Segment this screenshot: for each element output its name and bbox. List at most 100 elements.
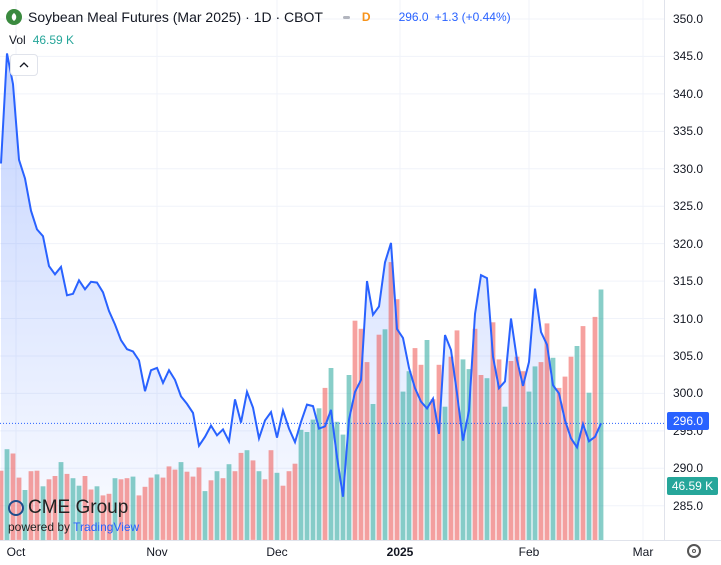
volume-bar <box>274 472 280 540</box>
volume-bar <box>10 453 16 540</box>
volume-bar <box>64 473 70 540</box>
volume-bar <box>4 449 10 540</box>
price-tick-label: 340.0 <box>673 86 704 101</box>
volume-bar <box>214 471 220 540</box>
volume-bar <box>190 476 196 540</box>
time-tick-label: Nov <box>146 545 168 559</box>
tradingview-label: TradingView <box>73 520 140 534</box>
volume-bar <box>556 387 562 540</box>
volume-bar <box>508 361 514 540</box>
branding[interactable]: CME Group powered by TradingView <box>8 497 139 534</box>
volume-bar <box>286 471 292 540</box>
powered-by: powered by TradingView <box>8 520 139 534</box>
volume-bar <box>76 485 82 540</box>
volume-bar <box>502 406 508 540</box>
price-tick-label: 285.0 <box>673 498 704 513</box>
volume-bar <box>406 371 412 540</box>
volume-bar <box>172 469 178 540</box>
volume-bar <box>106 493 112 540</box>
volume-bar <box>352 320 358 540</box>
header-price: 296.0 <box>398 10 429 24</box>
volume-bar <box>196 467 202 540</box>
symbol-title[interactable]: Soybean Meal Futures (Mar 2025) · 1D · C… <box>28 9 323 25</box>
volume-bar <box>208 480 214 540</box>
volume-bar <box>484 378 490 540</box>
volume-bar <box>0 470 4 540</box>
volume-bar <box>88 489 94 540</box>
soybean-logo-icon <box>6 9 22 25</box>
market-status-dot <box>342 15 350 19</box>
volume-bar <box>328 368 334 540</box>
volume-bar <box>148 477 154 540</box>
cme-globe-icon <box>8 500 24 516</box>
volume-bar <box>436 364 442 540</box>
chart-header: Soybean Meal Futures (Mar 2025) · 1D · C… <box>6 7 511 27</box>
volume-bar <box>400 391 406 540</box>
volume-bar <box>418 364 424 540</box>
volume-bar <box>256 471 262 540</box>
volume-bar <box>592 316 598 540</box>
volume-bar <box>100 495 106 540</box>
volume-bar <box>382 329 388 540</box>
volume-bar <box>262 479 268 540</box>
volume-bar <box>280 485 286 540</box>
volume-bar <box>550 357 556 540</box>
volume-bar <box>376 334 382 540</box>
volume-bar <box>226 464 232 540</box>
volume-bar <box>580 326 586 540</box>
volume-bar <box>538 362 544 540</box>
volume-bar <box>394 299 400 540</box>
volume-bar <box>448 356 454 540</box>
volume-bar <box>154 474 160 540</box>
volume-bar <box>82 476 88 540</box>
volume-bar <box>316 408 322 540</box>
volume-bar <box>136 495 142 540</box>
volume-bar <box>388 262 394 540</box>
volume-bar <box>178 462 184 540</box>
volume-bar <box>598 289 604 540</box>
volume-bar <box>496 359 502 540</box>
volume-bar <box>322 387 328 540</box>
volume-bar <box>292 463 298 540</box>
volume-bar <box>562 376 568 540</box>
volume-badge: 46.59 K <box>667 477 718 495</box>
header-change: +1.3 (+0.44%) <box>434 10 511 24</box>
volume-bar <box>346 375 352 540</box>
volume-bar <box>514 356 520 540</box>
volume-bar <box>298 429 304 540</box>
time-tick-label: Mar <box>632 545 654 559</box>
volume-bar <box>364 362 370 540</box>
volume-value: 46.59 K <box>32 33 75 47</box>
volume-bar <box>310 419 316 540</box>
volume-bar <box>412 348 418 540</box>
price-tick-label: 300.0 <box>673 386 704 401</box>
volume-bar <box>586 392 592 540</box>
volume-bar <box>544 323 550 540</box>
volume-bar <box>130 476 136 540</box>
price-tick-label: 305.0 <box>673 348 704 363</box>
powered-by-label: powered by <box>8 520 71 534</box>
volume-bar <box>526 391 532 540</box>
volume-bar <box>118 479 124 540</box>
volume-bar <box>46 479 52 540</box>
volume-bar <box>466 369 472 540</box>
price-tick-label: 335.0 <box>673 124 704 139</box>
volume-bar <box>238 452 244 540</box>
collapse-legend-button[interactable] <box>10 54 38 76</box>
volume-legend: Vol 46.59 K <box>9 33 74 47</box>
cme-logo: CME Group <box>8 497 139 519</box>
time-tick-label: Dec <box>266 545 288 559</box>
volume-bar <box>220 478 226 540</box>
volume-bar <box>202 491 208 540</box>
chevron-up-icon <box>19 62 29 68</box>
volume-bar <box>472 328 478 540</box>
settings-gear-icon[interactable] <box>687 544 701 558</box>
volume-bar <box>430 399 436 540</box>
price-tick-label: 320.0 <box>673 236 704 251</box>
delayed-flag[interactable]: D <box>361 10 371 24</box>
volume-label: Vol <box>9 33 26 47</box>
volume-bar <box>70 478 76 540</box>
volume-bar <box>568 356 574 540</box>
volume-bar <box>160 477 166 540</box>
